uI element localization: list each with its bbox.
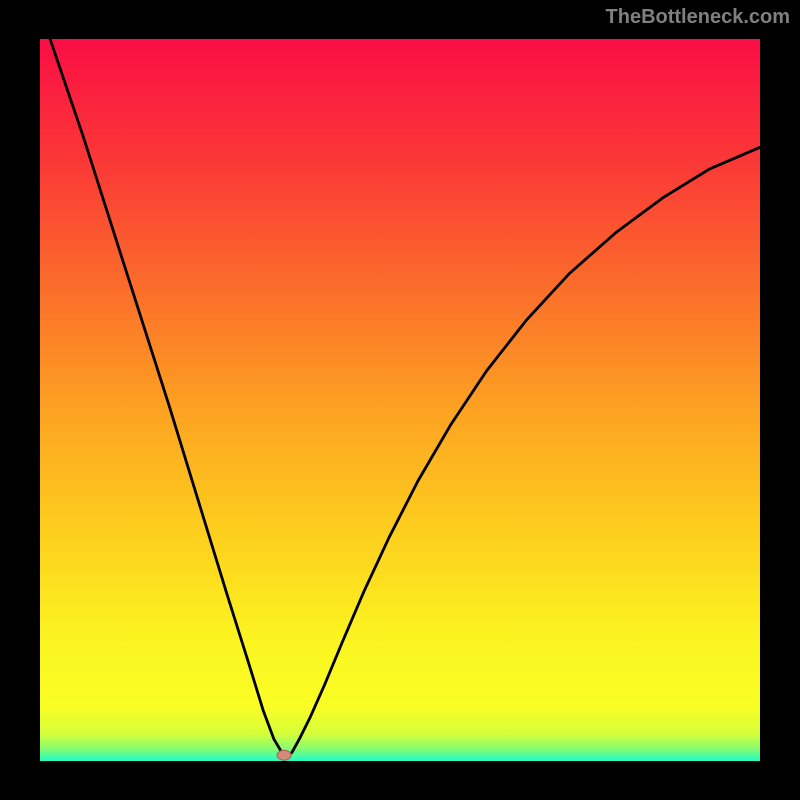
minimum-marker	[277, 750, 291, 760]
chart-plot-area	[40, 39, 760, 761]
watermark-text: TheBottleneck.com	[606, 6, 790, 29]
chart-curve-layer	[40, 39, 760, 761]
bottleneck-curve	[50, 39, 760, 757]
